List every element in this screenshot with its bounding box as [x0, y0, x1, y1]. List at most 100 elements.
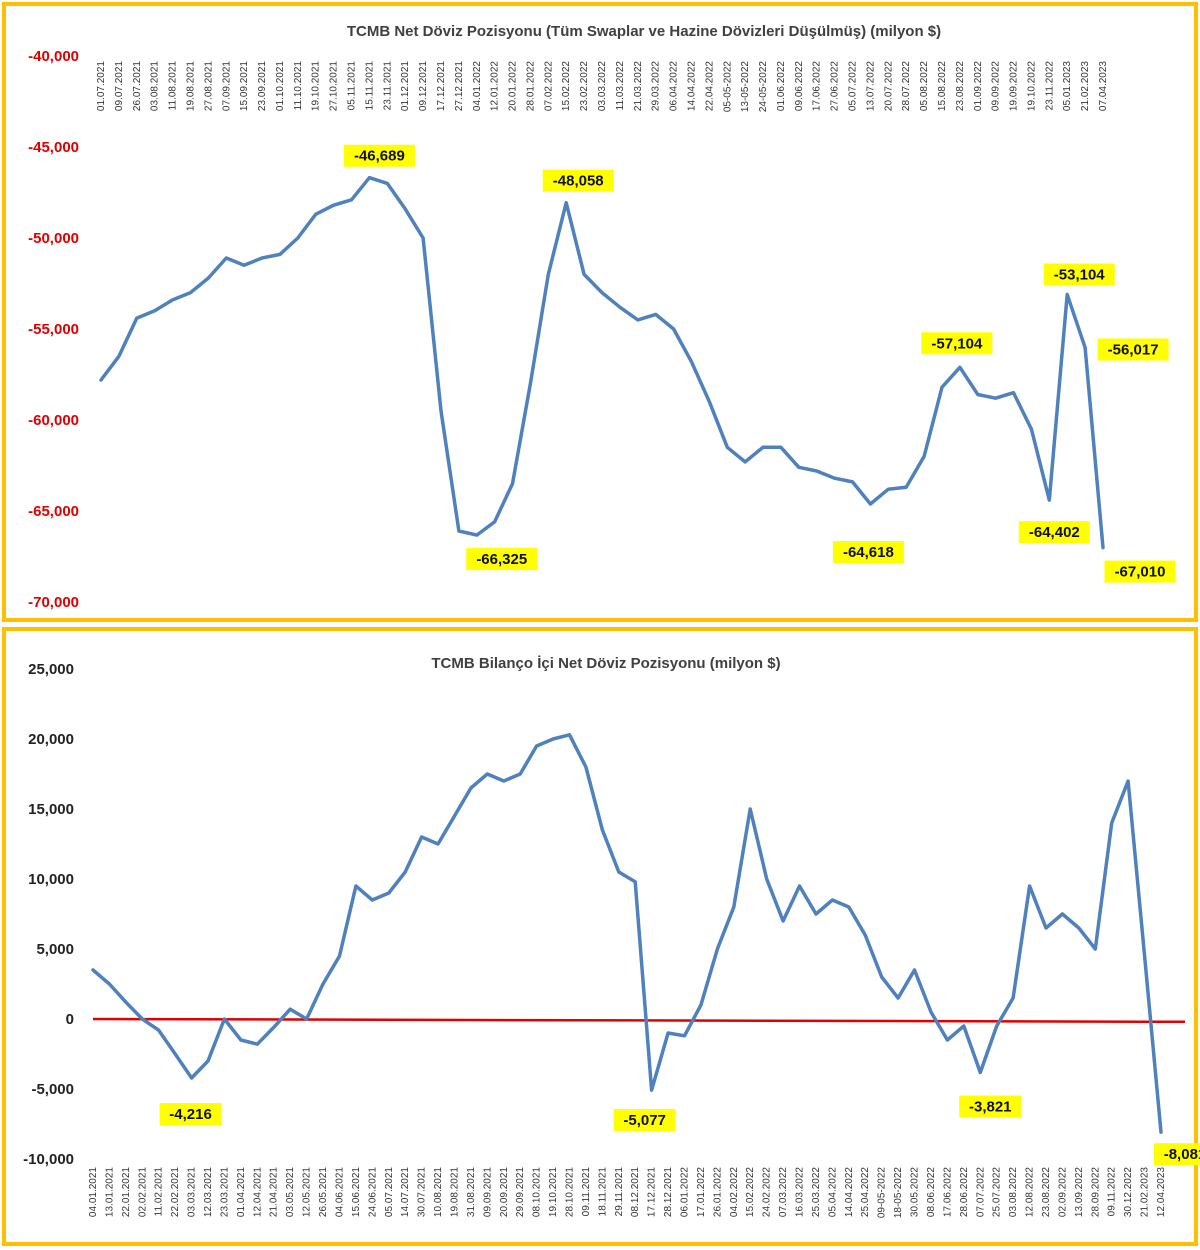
- x-tick-label: 24.06.2021: [367, 1167, 378, 1217]
- data-callout: -48,058: [542, 169, 614, 192]
- x-tick-label: 17.01.2022: [696, 1167, 707, 1217]
- x-tick-label: 11.03.2022: [615, 61, 626, 111]
- x-tick-label: 23.09.2021: [257, 61, 268, 111]
- y-tick-label: -55,000: [28, 321, 79, 338]
- callout-box: [959, 1095, 1022, 1118]
- x-tick-label: 28.01.2022: [525, 61, 536, 111]
- x-tick-label: 19.10.2022: [1026, 61, 1037, 111]
- chart-2-series-line: [91, 733, 1163, 1134]
- x-tick-label: 13-05-2022: [740, 61, 751, 113]
- x-tick-label: 28.07.2022: [901, 61, 912, 111]
- callout-box: [159, 1103, 222, 1126]
- x-tick-label: 14.07.2021: [400, 1167, 411, 1217]
- callout-box: [1097, 338, 1169, 361]
- x-tick-label: 13.07.2022: [865, 61, 876, 111]
- x-tick-label: 22.01.2021: [121, 1167, 132, 1217]
- y-tick-label: 15,000: [28, 801, 74, 818]
- callout-label: -48,058: [553, 173, 604, 190]
- chart-2-title: TCMB Bilanço İçi Net Döviz Pozisyonu (mi…: [431, 655, 780, 672]
- callout-label: -5,077: [623, 1112, 666, 1129]
- x-tick-label: 15.09.2021: [239, 61, 250, 111]
- x-tick-label: 07.07.2022: [975, 1167, 986, 1217]
- x-tick-label: 12.04.2023: [1156, 1167, 1167, 1217]
- x-tick-label: 12.08.2022: [1025, 1167, 1036, 1217]
- x-tick-label: 15.06.2021: [351, 1167, 362, 1217]
- x-tick-label: 01.07.2021: [96, 61, 107, 111]
- callout-label: -8,081: [1164, 1146, 1200, 1163]
- x-tick-label: 19.10.2021: [548, 1167, 559, 1217]
- x-tick-label: 23.02.2022: [579, 61, 590, 111]
- callout-label: -64,402: [1029, 524, 1080, 541]
- x-tick-label: 08.12.2021: [630, 1167, 641, 1217]
- x-tick-label: 26.07.2021: [132, 61, 143, 111]
- y-tick-label: 0: [66, 1011, 74, 1028]
- x-tick-label: 07.04.2023: [1098, 61, 1109, 111]
- data-callout: -57,104: [921, 332, 993, 355]
- x-tick-label: 03.08.2022: [1008, 1167, 1019, 1217]
- x-tick-label: 12.05.2021: [302, 1167, 313, 1217]
- x-tick-label: 30.07.2021: [417, 1167, 428, 1217]
- x-tick-label: 27.08.2021: [203, 61, 214, 111]
- y-tick-label: 5,000: [36, 941, 74, 958]
- x-tick-label: 15.11.2021: [364, 61, 375, 111]
- x-tick-label: 19.08.2021: [185, 61, 196, 111]
- x-tick-label: 14.04.2022: [686, 61, 697, 111]
- x-tick-label: 20.09.2021: [499, 1167, 510, 1217]
- x-tick-label: 27.12.2021: [454, 61, 465, 111]
- x-tick-label: 30.05.2022: [910, 1167, 921, 1217]
- x-tick-label: 01.04.2021: [236, 1167, 247, 1217]
- x-tick-label: 26.01.2022: [712, 1167, 723, 1217]
- x-tick-label: 01.09.2022: [973, 61, 984, 111]
- callout-label: -67,010: [1115, 564, 1166, 581]
- callout-box: [1104, 560, 1176, 583]
- x-tick-label: 07.03.2022: [778, 1167, 789, 1217]
- data-callout: -67,010: [1104, 560, 1176, 583]
- x-tick-label: 11.02.2021: [154, 1167, 165, 1217]
- callout-label: -66,325: [476, 551, 527, 568]
- x-tick-label: 17.12.2021: [436, 61, 447, 111]
- x-tick-label: 23.03.2021: [219, 1167, 230, 1217]
- y-tick-label: -10,000: [23, 1151, 74, 1168]
- x-tick-label: 07.02.2022: [543, 61, 554, 111]
- x-tick-label: 05.08.2022: [919, 61, 930, 111]
- data-callout: -5,077: [613, 1109, 676, 1132]
- data-callout: -46,689: [343, 144, 415, 167]
- x-tick-label: 21.04.2021: [269, 1167, 280, 1217]
- data-callout: -8,081: [1154, 1143, 1200, 1166]
- x-tick-label: 21.02.2023: [1140, 1167, 1151, 1217]
- x-tick-label: 09.11.2022: [1107, 1167, 1118, 1217]
- x-tick-label: 27.10.2021: [329, 61, 340, 111]
- x-tick-label: 29.09.2021: [515, 1167, 526, 1217]
- y-tick-label: 25,000: [28, 661, 74, 678]
- y-tick-label: -60,000: [28, 412, 79, 429]
- x-tick-label: 11.10.2021: [293, 61, 304, 111]
- x-tick-label: 04.01.2022: [472, 61, 483, 111]
- x-tick-label: 17.06.2022: [812, 61, 823, 111]
- callout-box: [921, 332, 993, 355]
- callout-label: -3,821: [969, 1098, 1012, 1115]
- callout-label: -53,104: [1054, 266, 1106, 283]
- x-tick-label: 18-05-2022: [893, 1167, 904, 1219]
- x-tick-label: 13.01.2021: [104, 1167, 115, 1217]
- chart-1-svg: TCMB Net Döviz Pozisyonu (Tüm Swaplar ve…: [28, 23, 1176, 611]
- x-tick-label: 19.09.2022: [1009, 61, 1020, 111]
- x-tick-label: 04.02.2022: [729, 1167, 740, 1217]
- y-tick-label: 10,000: [28, 871, 74, 888]
- y-tick-label: -5,000: [31, 1081, 74, 1098]
- x-tick-label: 27.06.2022: [830, 61, 841, 111]
- x-tick-label: 12.04.2021: [252, 1167, 263, 1217]
- x-tick-label: 05.11.2021: [347, 61, 358, 111]
- x-tick-label: 25.04.2022: [860, 1167, 871, 1217]
- x-tick-label: 13.09.2022: [1074, 1167, 1085, 1217]
- x-tick-label: 06.04.2022: [669, 61, 680, 111]
- x-tick-label: 16.03.2022: [795, 1167, 806, 1217]
- x-tick-label: 03.05.2021: [285, 1167, 296, 1217]
- callout-box: [832, 541, 904, 564]
- x-tick-label: 28.12.2021: [663, 1167, 674, 1217]
- x-tick-label: 12.03.2021: [203, 1167, 214, 1217]
- x-tick-label: 03.03.2022: [597, 61, 608, 111]
- chart-panel-1: TCMB Net Döviz Pozisyonu (Tüm Swaplar ve…: [2, 2, 1198, 622]
- data-callout: -64,402: [1018, 521, 1090, 544]
- x-tick-label: 05.01.2023: [1062, 61, 1073, 111]
- x-tick-label: 02.02.2021: [137, 1167, 148, 1217]
